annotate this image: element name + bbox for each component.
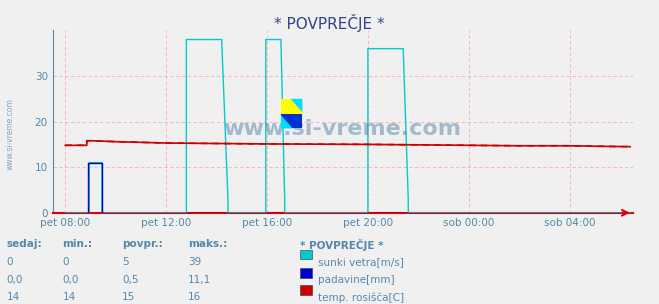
Text: 0,0: 0,0 (7, 275, 23, 285)
Text: 14: 14 (7, 292, 20, 302)
Text: 5: 5 (122, 257, 129, 267)
Text: 14: 14 (63, 292, 76, 302)
Text: sedaj:: sedaj: (7, 239, 42, 249)
Text: temp. rosišča[C]: temp. rosišča[C] (318, 292, 405, 303)
Polygon shape (291, 99, 302, 112)
Bar (281, 114, 302, 128)
Text: * POVPREČJE *: * POVPREČJE * (274, 14, 385, 32)
Text: sunki vetra[m/s]: sunki vetra[m/s] (318, 257, 404, 267)
Text: min.:: min.: (63, 239, 93, 249)
Text: 0,0: 0,0 (63, 275, 79, 285)
Text: maks.:: maks.: (188, 239, 227, 249)
Text: * POVPREČJE *: * POVPREČJE * (300, 239, 384, 250)
Polygon shape (281, 115, 293, 128)
Text: www.si-vreme.com: www.si-vreme.com (5, 98, 14, 170)
Text: www.si-vreme.com: www.si-vreme.com (223, 119, 462, 139)
Text: 15: 15 (122, 292, 135, 302)
Text: povpr.:: povpr.: (122, 239, 163, 249)
Text: 39: 39 (188, 257, 201, 267)
Text: 0: 0 (7, 257, 13, 267)
Bar (281, 99, 302, 114)
Text: 11,1: 11,1 (188, 275, 211, 285)
Text: 0: 0 (63, 257, 69, 267)
Text: 0,5: 0,5 (122, 275, 138, 285)
Text: 16: 16 (188, 292, 201, 302)
Text: padavine[mm]: padavine[mm] (318, 275, 395, 285)
